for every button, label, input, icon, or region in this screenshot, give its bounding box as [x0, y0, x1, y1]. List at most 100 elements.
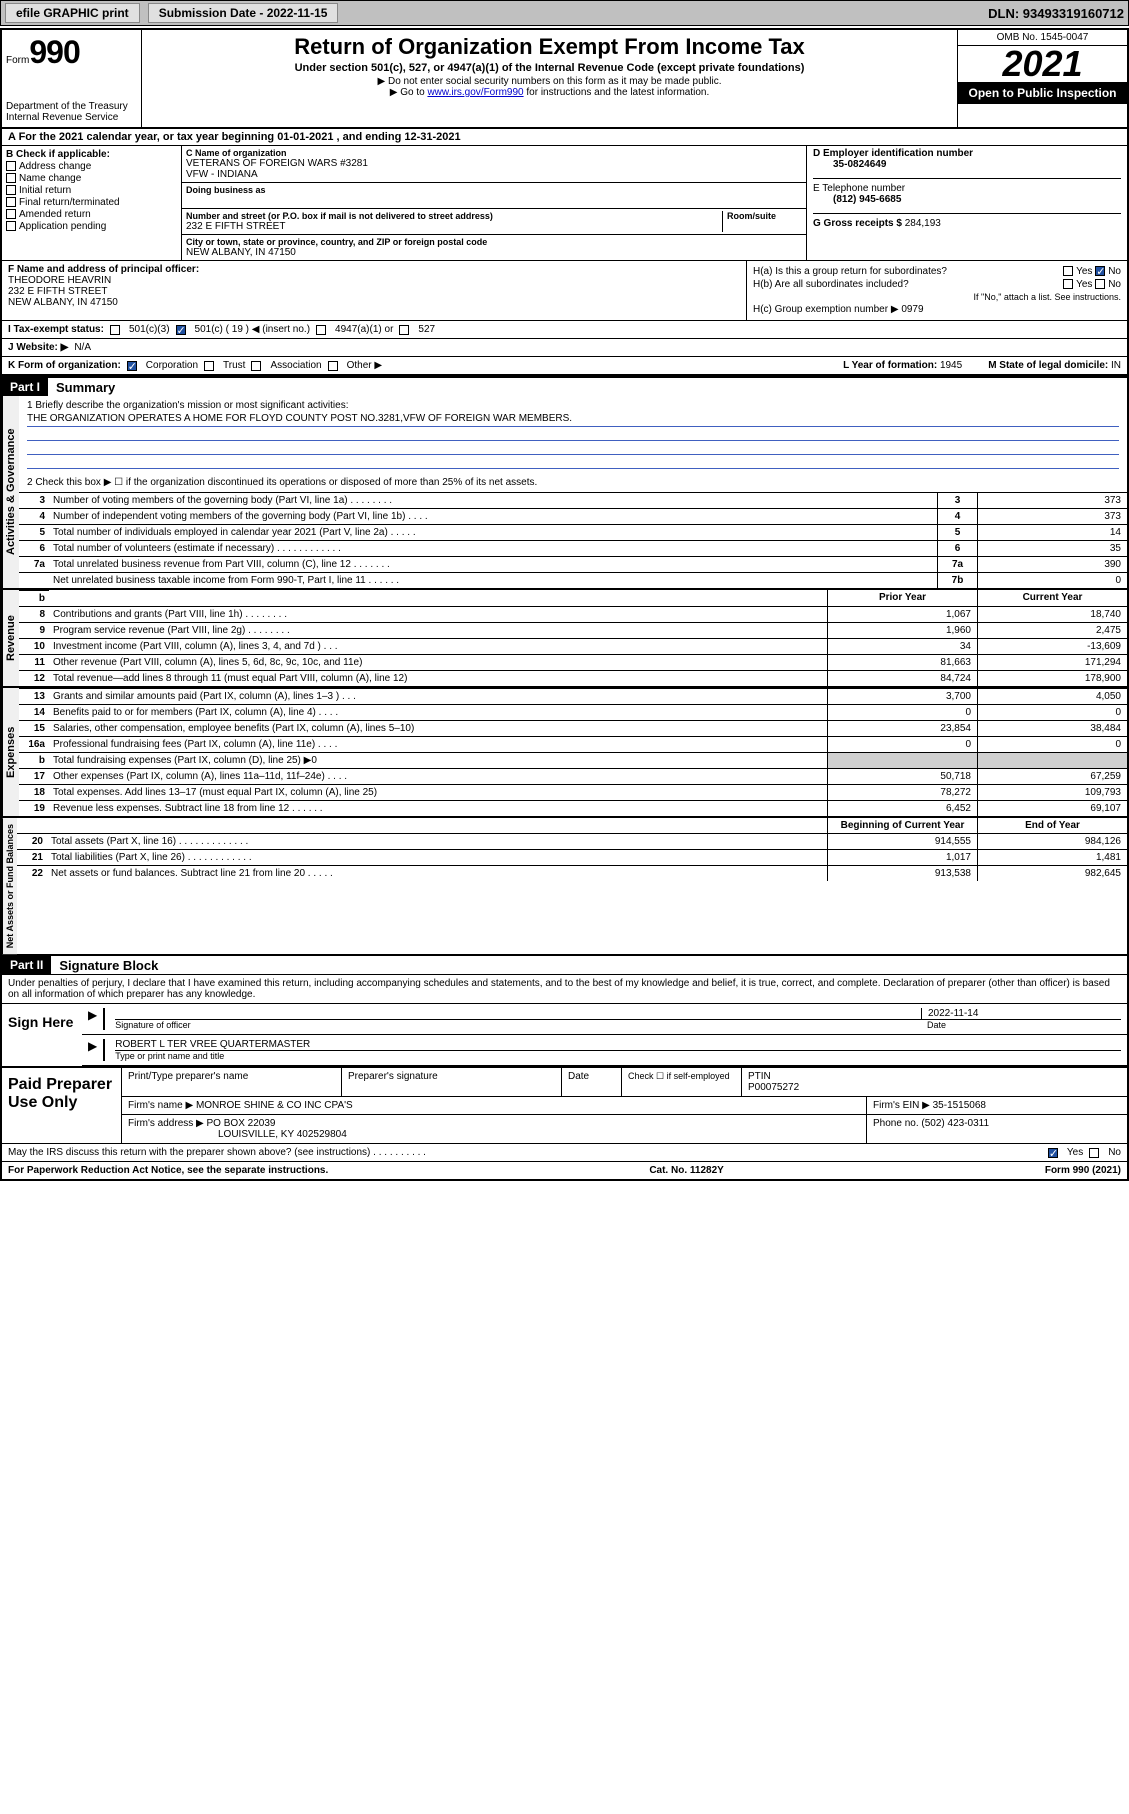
data-row: 12Total revenue—add lines 8 through 11 (…	[19, 670, 1127, 686]
name-title-label: Type or print name and title	[115, 1051, 1121, 1061]
ptin-value: P00075272	[748, 1082, 799, 1093]
data-row: 22Net assets or fund balances. Subtract …	[17, 865, 1127, 881]
data-row: 7aTotal unrelated business revenue from …	[19, 556, 1127, 572]
firm-name: MONROE SHINE & CO INC CPA'S	[196, 1100, 353, 1111]
hb-yes[interactable]	[1063, 279, 1073, 289]
instr-1: ▶ Do not enter social security numbers o…	[150, 76, 949, 87]
sig-officer-label: Signature of officer	[115, 1020, 921, 1030]
data-row: Net unrelated business taxable income fr…	[19, 572, 1127, 588]
cat-no: Cat. No. 11282Y	[649, 1165, 723, 1176]
paid-preparer-section: Paid Preparer Use Only Print/Type prepar…	[2, 1066, 1127, 1143]
hb-note: If "No," attach a list. See instructions…	[753, 292, 1121, 302]
ha-no[interactable]	[1095, 266, 1105, 276]
officer-label: F Name and address of principal officer:	[8, 264, 740, 275]
chk-app-pending[interactable]: Application pending	[6, 221, 177, 232]
data-row: 5Total number of individuals employed in…	[19, 524, 1127, 540]
top-toolbar: efile GRAPHIC print Submission Date - 20…	[0, 0, 1129, 26]
paperwork-notice: For Paperwork Reduction Act Notice, see …	[8, 1165, 328, 1176]
prep-sig-label: Preparer's signature	[342, 1068, 562, 1096]
firm-phone-label: Phone no.	[873, 1118, 919, 1129]
chk-trust[interactable]	[204, 361, 214, 371]
ha-yes[interactable]	[1063, 266, 1073, 276]
year-formation: 1945	[940, 360, 962, 371]
part1-badge: Part I	[2, 378, 48, 396]
mission-text: THE ORGANIZATION OPERATES A HOME FOR FLO…	[27, 411, 1119, 427]
chk-initial-return[interactable]: Initial return	[6, 185, 177, 196]
check-self-emp[interactable]: Check ☐ if self-employed	[622, 1068, 742, 1096]
irs-link[interactable]: www.irs.gov/Form990	[427, 87, 523, 98]
firm-ein-label: Firm's EIN ▶	[873, 1100, 930, 1111]
data-row: 13Grants and similar amounts paid (Part …	[19, 688, 1127, 704]
data-row: 21Total liabilities (Part X, line 26) . …	[17, 849, 1127, 865]
efile-button[interactable]: efile GRAPHIC print	[5, 3, 140, 23]
room-label: Room/suite	[727, 211, 802, 221]
chk-final-return[interactable]: Final return/terminated	[6, 197, 177, 208]
data-row: 18Total expenses. Add lines 13–17 (must …	[19, 784, 1127, 800]
part1-exp-section: Expenses 13Grants and similar amounts pa…	[2, 686, 1127, 816]
submission-date-button[interactable]: Submission Date - 2022-11-15	[148, 3, 339, 23]
data-row: 4Number of independent voting members of…	[19, 508, 1127, 524]
form-header: Form990 Department of the Treasury Inter…	[2, 30, 1127, 128]
form-number: 990	[29, 34, 79, 70]
box-f: F Name and address of principal officer:…	[2, 261, 747, 320]
data-row: 14Benefits paid to or for members (Part …	[19, 704, 1127, 720]
chk-527[interactable]	[399, 325, 409, 335]
box-h: H(a) Is this a group return for subordin…	[747, 261, 1127, 320]
discuss-yes[interactable]	[1048, 1148, 1058, 1158]
sign-here-section: Sign Here ▶ 2022-11-14 Signature of offi…	[2, 1003, 1127, 1066]
org-city: NEW ALBANY, IN 47150	[186, 247, 802, 258]
data-row: 17Other expenses (Part IX, column (A), l…	[19, 768, 1127, 784]
chk-name-change[interactable]: Name change	[6, 173, 177, 184]
chk-4947[interactable]	[316, 325, 326, 335]
prep-date-label: Date	[562, 1068, 622, 1096]
hb-label: H(b) Are all subordinates included?	[753, 279, 909, 290]
website-value: N/A	[74, 342, 91, 353]
chk-amended[interactable]: Amended return	[6, 209, 177, 220]
title-cell: Return of Organization Exempt From Incom…	[142, 30, 957, 127]
section-bcde: B Check if applicable: Address change Na…	[2, 146, 1127, 260]
city-label: City or town, state or province, country…	[186, 237, 802, 247]
data-row: 11Other revenue (Part VIII, column (A), …	[19, 654, 1127, 670]
irs-label: Internal Revenue Service	[6, 112, 137, 123]
discuss-no[interactable]	[1089, 1148, 1099, 1158]
gross-label: G Gross receipts $	[813, 218, 902, 229]
chk-assoc[interactable]	[251, 361, 261, 371]
mission-box: 1 Briefly describe the organization's mi…	[19, 396, 1127, 473]
main-title: Return of Organization Exempt From Incom…	[150, 34, 949, 60]
domicile-state: IN	[1111, 360, 1121, 371]
gross-value: 284,193	[905, 218, 941, 229]
hc-value: 0979	[901, 304, 923, 315]
sig-date-label: Date	[921, 1020, 1121, 1030]
addr-label: Number and street (or P.O. box if mail i…	[186, 211, 722, 221]
part1-rev-section: Revenue b Prior Year Current Year 8Contr…	[2, 588, 1127, 686]
chk-other[interactable]	[328, 361, 338, 371]
arrow-icon: ▶	[88, 1008, 97, 1030]
chk-corp[interactable]	[127, 361, 137, 371]
firm-phone: (502) 423-0311	[921, 1118, 989, 1129]
footer: For Paperwork Reduction Act Notice, see …	[2, 1161, 1127, 1179]
form-document: Form990 Department of the Treasury Inter…	[0, 28, 1129, 1181]
chk-501c[interactable]	[176, 325, 186, 335]
hc-label: H(c) Group exemption number ▶	[753, 304, 899, 315]
firm-addr2: LOUISVILLE, KY 402529804	[128, 1129, 347, 1140]
data-row: 10Investment income (Part VIII, column (…	[19, 638, 1127, 654]
firm-ein: 35-1515068	[933, 1100, 986, 1111]
chk-address-change[interactable]: Address change	[6, 161, 177, 172]
data-row: 8Contributions and grants (Part VIII, li…	[19, 606, 1127, 622]
officer-name: THEODORE HEAVRIN	[8, 275, 740, 286]
instr-2: ▶ Go to www.irs.gov/Form990 for instruct…	[150, 87, 949, 98]
part1-header-row: Part I Summary	[2, 376, 1127, 396]
box-c: C Name of organization VETERANS OF FOREI…	[182, 146, 807, 260]
prep-name-label: Print/Type preparer's name	[122, 1068, 342, 1096]
perjury-text: Under penalties of perjury, I declare th…	[2, 974, 1127, 1003]
chk-501c3[interactable]	[110, 325, 120, 335]
vert-expenses: Expenses	[2, 688, 19, 816]
data-row: 19Revenue less expenses. Subtract line 1…	[19, 800, 1127, 816]
form-number-cell: Form990 Department of the Treasury Inter…	[2, 30, 142, 127]
dln-label: DLN: 93493319160712	[988, 6, 1124, 21]
arrow-icon-2: ▶	[88, 1039, 97, 1061]
data-row: 15Salaries, other compensation, employee…	[19, 720, 1127, 736]
row-fh: F Name and address of principal officer:…	[2, 260, 1127, 320]
hb-no[interactable]	[1095, 279, 1105, 289]
vert-revenue: Revenue	[2, 590, 19, 686]
